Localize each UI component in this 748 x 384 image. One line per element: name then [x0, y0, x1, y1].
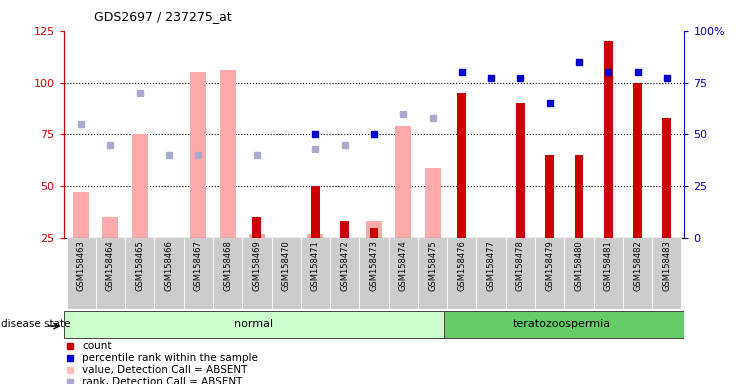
Bar	[249, 234, 265, 238]
Text: percentile rank within the sample: percentile rank within the sample	[82, 353, 258, 363]
Bar	[545, 155, 554, 238]
Text: GSM158469: GSM158469	[252, 240, 261, 291]
Bar	[213, 238, 242, 309]
Bar	[444, 311, 684, 338]
Bar	[663, 118, 671, 238]
Bar	[132, 134, 148, 238]
Text: GSM158473: GSM158473	[370, 240, 378, 291]
Bar	[604, 41, 613, 238]
Text: teratozoospermia: teratozoospermia	[512, 319, 610, 329]
Text: GSM158479: GSM158479	[545, 240, 554, 291]
Bar	[418, 238, 447, 309]
Text: GSM158475: GSM158475	[428, 240, 437, 291]
Bar	[330, 238, 359, 309]
Bar	[535, 238, 564, 309]
Bar	[242, 238, 272, 309]
Bar	[574, 155, 583, 238]
Bar	[102, 217, 118, 238]
Text: GSM158468: GSM158468	[223, 240, 232, 291]
Bar	[447, 238, 476, 309]
Bar	[252, 217, 261, 238]
Text: normal: normal	[234, 319, 274, 329]
Bar	[425, 167, 441, 238]
Text: disease state: disease state	[1, 319, 71, 329]
Bar	[73, 192, 89, 238]
Text: GSM158463: GSM158463	[76, 240, 86, 291]
Bar	[154, 238, 184, 309]
Bar	[395, 126, 411, 238]
Bar	[125, 238, 154, 309]
Bar	[359, 238, 389, 309]
Bar	[458, 93, 466, 238]
Bar	[307, 234, 323, 238]
Bar	[506, 238, 535, 309]
Text: GSM158476: GSM158476	[457, 240, 466, 291]
Bar	[190, 72, 206, 238]
Text: GSM158483: GSM158483	[662, 240, 672, 291]
Bar	[516, 103, 525, 238]
Text: GSM158464: GSM158464	[106, 240, 115, 291]
Bar	[219, 70, 236, 238]
Bar	[623, 238, 652, 309]
Bar	[366, 222, 382, 238]
Bar	[652, 238, 681, 309]
Text: GSM158482: GSM158482	[633, 240, 642, 291]
Bar	[633, 83, 642, 238]
Text: GSM158466: GSM158466	[165, 240, 174, 291]
Text: GSM158472: GSM158472	[340, 240, 349, 291]
Bar	[96, 238, 125, 309]
Bar	[370, 228, 378, 238]
Text: GSM158470: GSM158470	[282, 240, 291, 291]
Text: GSM158471: GSM158471	[311, 240, 320, 291]
Bar	[311, 186, 320, 238]
Bar	[340, 222, 349, 238]
Bar	[594, 238, 623, 309]
Bar	[272, 238, 301, 309]
Text: rank, Detection Call = ABSENT: rank, Detection Call = ABSENT	[82, 377, 242, 384]
Text: GSM158480: GSM158480	[574, 240, 583, 291]
Bar	[301, 238, 330, 309]
Text: value, Detection Call = ABSENT: value, Detection Call = ABSENT	[82, 365, 248, 375]
Text: GSM158465: GSM158465	[135, 240, 144, 291]
Text: GSM158477: GSM158477	[487, 240, 496, 291]
Text: GSM158474: GSM158474	[399, 240, 408, 291]
Text: GSM158481: GSM158481	[604, 240, 613, 291]
Bar	[67, 238, 96, 309]
Text: GDS2697 / 237275_at: GDS2697 / 237275_at	[94, 10, 231, 23]
Bar	[476, 238, 506, 309]
Bar	[389, 238, 418, 309]
Bar	[64, 311, 444, 338]
Text: count: count	[82, 341, 111, 351]
Text: GSM158467: GSM158467	[194, 240, 203, 291]
Bar	[184, 238, 213, 309]
Text: GSM158478: GSM158478	[516, 240, 525, 291]
Bar	[564, 238, 594, 309]
